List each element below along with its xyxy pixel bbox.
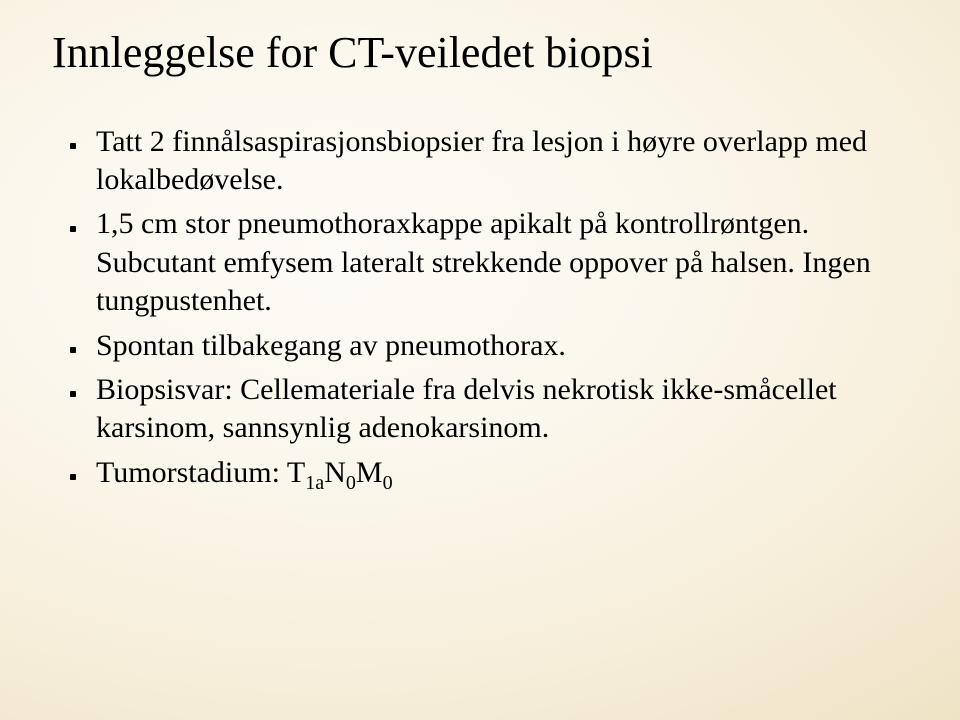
stage-mid1: N bbox=[324, 456, 346, 489]
bullet-text: Spontan tilbakegang av pneumothorax. bbox=[96, 329, 566, 362]
list-item: 1,5 cm stor pneumothoraxkappe apikalt på… bbox=[70, 205, 920, 320]
stage-sub1: 1a bbox=[305, 472, 324, 494]
stage-sub3: 0 bbox=[383, 472, 393, 494]
slide: Innleggelse for CT-veiledet biopsi Tatt … bbox=[0, 0, 960, 720]
stage-sub2: 0 bbox=[346, 472, 356, 494]
slide-title: Innleggelse for CT-veiledet biopsi bbox=[52, 28, 920, 79]
stage-mid2: M bbox=[356, 456, 383, 489]
list-item: Spontan tilbakegang av pneumothorax. bbox=[70, 327, 920, 365]
list-item: Tumorstadium: T1aN0M0 bbox=[70, 454, 920, 492]
bullet-list: Tatt 2 finnålsaspirasjonsbiopsier fra le… bbox=[52, 123, 920, 493]
bullet-text: Biopsisvar: Cellemateriale fra delvis ne… bbox=[96, 373, 837, 444]
bullet-text: 1,5 cm stor pneumothoraxkappe apikalt på… bbox=[96, 207, 871, 317]
list-item: Biopsisvar: Cellemateriale fra delvis ne… bbox=[70, 371, 920, 448]
list-item: Tatt 2 finnålsaspirasjonsbiopsier fra le… bbox=[70, 123, 920, 200]
bullet-text: Tatt 2 finnålsaspirasjonsbiopsier fra le… bbox=[96, 125, 867, 196]
stage-prefix: Tumorstadium: T bbox=[96, 456, 305, 489]
